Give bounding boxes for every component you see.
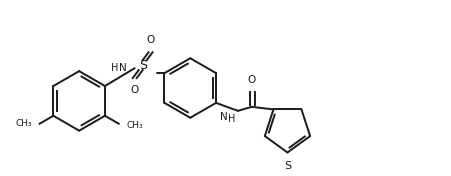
Text: O: O — [130, 85, 138, 95]
Text: O: O — [247, 75, 255, 85]
Text: O: O — [146, 35, 154, 45]
Text: CH₃: CH₃ — [126, 121, 143, 130]
Text: CH₃: CH₃ — [15, 119, 32, 128]
Text: N: N — [220, 112, 227, 122]
Text: H: H — [111, 63, 118, 73]
Text: S: S — [138, 59, 146, 72]
Text: H: H — [228, 114, 235, 124]
Text: N: N — [119, 63, 126, 73]
Text: S: S — [283, 161, 290, 171]
